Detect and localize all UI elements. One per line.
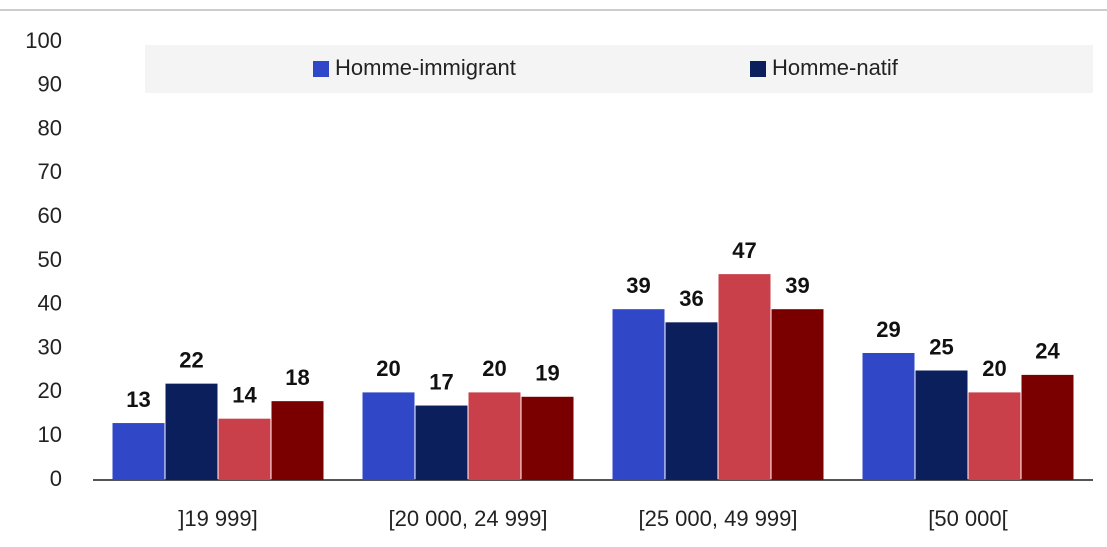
legend-swatch [750,61,766,77]
data-label: 19 [535,361,559,386]
bar [1021,374,1074,480]
y-tick-label: 10 [38,422,62,447]
y-tick-label: 70 [38,159,62,184]
data-label: 39 [626,273,650,298]
data-label: 20 [482,356,506,381]
y-tick-label: 80 [38,115,62,140]
bar [915,370,968,480]
bar [165,383,218,480]
x-tick-label: [25 000, 49 999] [638,506,797,531]
bar [218,418,271,480]
x-tick-label: [50 000[ [928,506,1008,531]
legend-label: Homme-immigrant [335,55,516,80]
bar [112,423,165,480]
bar [362,392,415,480]
bar [521,396,574,480]
data-label: 25 [929,334,953,359]
legend-box [145,45,1093,93]
x-tick-label: ]19 999] [178,506,258,531]
data-label: 29 [876,317,900,342]
data-label: 24 [1035,339,1060,364]
bar [968,392,1021,480]
bar [862,352,915,480]
data-label: 13 [126,387,150,412]
data-label: 22 [179,347,203,372]
data-label: 20 [376,356,400,381]
legend-label: Homme-natif [772,55,899,80]
data-label: 20 [982,356,1006,381]
data-label: 18 [285,365,309,390]
x-tick-label: [20 000, 24 999] [388,506,547,531]
y-tick-label: 90 [38,72,62,97]
bar [612,309,665,480]
bar [468,392,521,480]
bar [271,401,324,480]
y-tick-label: 50 [38,247,62,272]
bar [415,405,468,480]
y-tick-label: 40 [38,291,62,316]
data-label: 47 [732,238,756,263]
data-label: 14 [232,382,257,407]
bar [771,309,824,480]
data-label: 39 [785,273,809,298]
y-tick-label: 60 [38,203,62,228]
bar [665,322,718,480]
legend-swatch [313,61,329,77]
y-tick-label: 100 [25,28,62,53]
y-tick-label: 30 [38,334,62,359]
y-tick-label: 20 [38,378,62,403]
bar [718,274,771,480]
y-tick-label: 0 [50,466,62,491]
data-label: 17 [429,369,453,394]
data-label: 36 [679,286,703,311]
